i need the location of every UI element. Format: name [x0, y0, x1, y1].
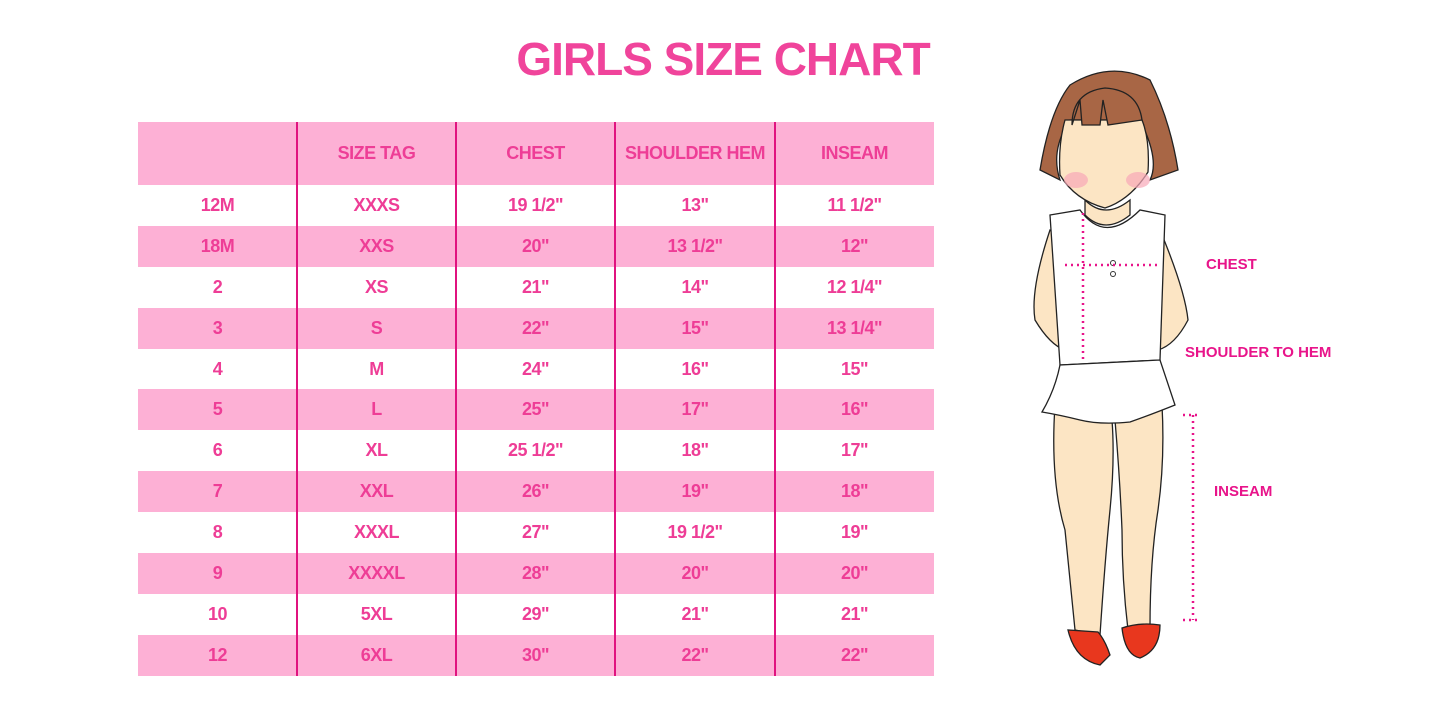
table-row: 8 XXXL 27" 19 1/2" 19" — [138, 512, 934, 553]
table-cell: 24" — [521, 358, 550, 379]
table-cell: 15" — [681, 317, 709, 338]
table-cell: L — [371, 399, 382, 420]
table-cell: XXS — [359, 235, 394, 256]
table-row: 9 XXXXL 28" 20" 20" — [138, 553, 934, 594]
column-header: INSEAM — [820, 143, 889, 163]
table-cell: 8 — [212, 522, 223, 543]
column-header: CHEST — [506, 143, 565, 163]
table-cell: 6XL — [360, 644, 393, 665]
column-divider — [296, 122, 298, 676]
table-cell: 10 — [207, 603, 228, 624]
table-row: 2 XS 21" 14" 12 1/4" — [138, 267, 934, 308]
table-cell: 30" — [521, 644, 550, 665]
table-cell: XXXXL — [348, 562, 405, 583]
table-row: 5 L 25" 17" 16" — [138, 389, 934, 431]
table-row: 7 XXL 26" 19" 18" — [138, 471, 934, 513]
table-cell: 20" — [840, 562, 869, 583]
table-cell: 26" — [521, 481, 550, 502]
table-cell: 14" — [681, 276, 709, 297]
table-cell: 16" — [681, 358, 709, 379]
column-divider — [455, 122, 457, 676]
table-cell: 18M — [200, 235, 235, 256]
table-cell: 12M — [200, 194, 235, 215]
table-cell: 16" — [840, 399, 869, 420]
column-header: SIZE TAG — [337, 143, 416, 163]
shoulder-to-hem-label: SHOULDER TO HEM — [1185, 344, 1332, 361]
table-cell: 17" — [840, 440, 869, 461]
page-title: GIRLS SIZE CHART — [516, 33, 930, 85]
inseam-label: INSEAM — [1214, 483, 1273, 500]
table-cell: 5XL — [360, 603, 393, 624]
table-row: 6 XL 25 1/2" 18" 17" — [138, 430, 934, 471]
table-cell: 18" — [681, 440, 709, 461]
table-cell: 13" — [681, 194, 709, 215]
table-cell: 18" — [840, 481, 869, 502]
table-cell: 13 1/2" — [667, 235, 723, 256]
table-cell: 11 1/2" — [827, 194, 882, 215]
table-cell: 29" — [521, 603, 550, 624]
table-cell: 7 — [212, 481, 223, 502]
size-table: SIZE TAG CHEST SHOULDER HEM INSEAM 12M XXXS 19… — [138, 122, 934, 676]
table-cell: 19 1/2" — [507, 194, 564, 215]
table-cell: 25 1/2" — [507, 440, 564, 461]
table-cell: XXXS — [353, 194, 400, 215]
table-cell: 12 1/4" — [826, 276, 883, 297]
table-cell: 19" — [840, 522, 869, 543]
table-cell: XXL — [359, 481, 394, 502]
table-cell: S — [370, 317, 383, 338]
table-cell: XL — [365, 440, 388, 461]
table-cell: 21" — [521, 276, 550, 297]
column-divider — [614, 122, 616, 676]
header-row: SIZE TAG CHEST SHOULDER HEM INSEAM — [138, 122, 934, 185]
table-cell: 22" — [681, 644, 709, 665]
table-cell: 27" — [521, 522, 550, 543]
table-row: 10 5XL 29" 21" 21" — [138, 594, 934, 635]
table-cell: 21" — [681, 603, 709, 624]
table-cell: 5 — [212, 399, 223, 420]
table-cell: XS — [364, 276, 389, 297]
table-cell: 13 1/4" — [826, 317, 883, 338]
table-row: 12 6XL 30" 22" 22" — [138, 634, 934, 676]
table-cell: 25" — [521, 399, 550, 420]
table-cell: 21" — [840, 603, 869, 624]
table-cell: 22" — [840, 644, 869, 665]
table-row: 4 M 24" 16" 15" — [138, 349, 934, 390]
table-cell: 22" — [521, 317, 550, 338]
table-cell: 2 — [212, 276, 223, 297]
table-row: 18M XXS 20" 13 1/2" 12" — [138, 225, 934, 267]
table-row: 3 S 22" 15" 13 1/4" — [138, 307, 934, 349]
table-cell: 3 — [212, 317, 223, 338]
table-cell: 9 — [212, 562, 223, 583]
table-cell: 20" — [521, 235, 550, 256]
table-cell: 17" — [681, 399, 709, 420]
girl-measurement-illustration — [1033, 70, 1200, 666]
chest-label: CHEST — [1206, 256, 1257, 273]
table-cell: 15" — [840, 358, 869, 379]
table-cell: 6 — [212, 440, 223, 461]
column-header: SHOULDER HEM — [624, 143, 766, 163]
table-cell: 19" — [681, 481, 709, 502]
table-cell: M — [369, 358, 384, 379]
table-cell: XXXL — [353, 522, 400, 543]
table-cell: 19 1/2" — [667, 522, 723, 543]
table-row: 12M XXXS 19 1/2" 13" 11 1/2" — [138, 185, 934, 226]
table-cell: 4 — [212, 358, 223, 379]
table-cell: 20" — [681, 562, 709, 583]
table-cell: 28" — [521, 562, 550, 583]
table-cell: 12" — [840, 235, 869, 256]
table-cell: 12 — [207, 644, 228, 665]
column-divider — [774, 122, 776, 676]
